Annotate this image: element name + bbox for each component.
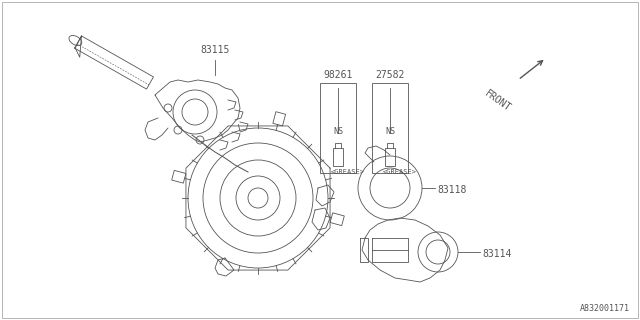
Bar	[333, 148, 343, 166]
Text: <GREASE>: <GREASE>	[331, 169, 365, 175]
Bar	[330, 213, 344, 226]
Text: 98261: 98261	[323, 70, 353, 80]
Text: A832001171: A832001171	[580, 304, 630, 313]
Text: 83114: 83114	[482, 249, 511, 259]
Text: NS: NS	[333, 127, 343, 136]
Bar	[172, 170, 186, 183]
Text: <GREASE>: <GREASE>	[383, 169, 417, 175]
Text: NS: NS	[385, 127, 395, 136]
Bar	[273, 112, 285, 126]
Bar	[372, 83, 408, 173]
Bar	[385, 148, 395, 166]
Text: 83118: 83118	[437, 185, 467, 195]
Text: 27582: 27582	[375, 70, 404, 80]
Bar	[320, 83, 356, 173]
Text: FRONT: FRONT	[483, 88, 512, 113]
Text: 83115: 83115	[200, 45, 230, 55]
